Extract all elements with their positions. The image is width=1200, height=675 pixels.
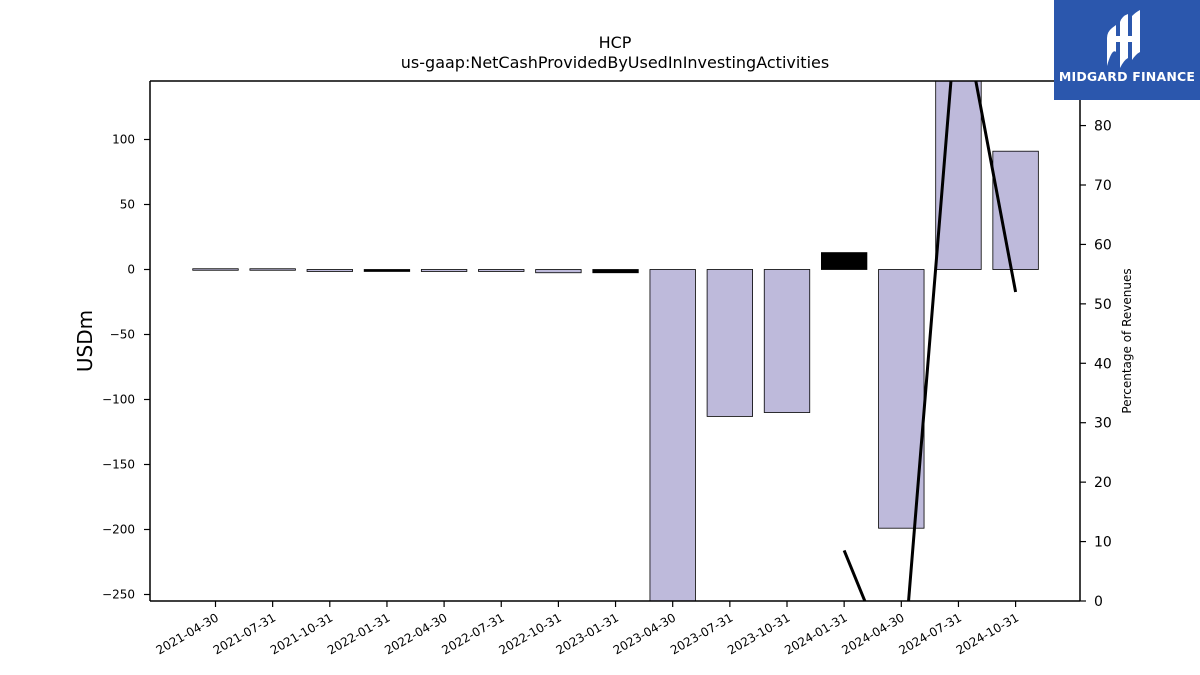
y-tick-label: −250 — [102, 588, 135, 602]
bar — [306, 269, 353, 272]
y-tick-label: −200 — [102, 523, 135, 537]
bar — [249, 268, 296, 271]
bar — [420, 269, 468, 272]
x-tick-label: 2024-04-30 — [839, 610, 906, 657]
y2-tick-label: 50 — [1094, 297, 1112, 313]
x-tick-label: 2023-10-31 — [725, 610, 792, 657]
bar — [192, 268, 239, 271]
brand-logo: MIDGARD FINANCE — [1054, 0, 1200, 100]
chart-title: HCP — [599, 33, 632, 52]
x-tick-label: 2022-04-30 — [382, 610, 449, 657]
x-tick-label: 2023-01-31 — [554, 610, 621, 657]
percentage-line — [842, 81, 1018, 601]
x-tick-label: 2023-04-30 — [611, 610, 678, 657]
y-tick-label: −50 — [110, 328, 135, 342]
bar — [878, 269, 925, 529]
y-axis-label: USDm — [73, 310, 97, 372]
y2-tick-label: 20 — [1094, 475, 1112, 491]
y2-tick-label: 30 — [1094, 416, 1112, 432]
line-layer — [842, 81, 1018, 601]
y-tick-label: 100 — [112, 133, 135, 147]
bar — [763, 269, 811, 413]
x-tick-label: 2024-01-31 — [782, 610, 849, 657]
y2-tick-label: 70 — [1094, 178, 1112, 194]
y-tick-label: 0 — [127, 263, 135, 277]
y-tick-label: −100 — [102, 393, 135, 407]
y2-tick-label: 80 — [1094, 119, 1112, 135]
x-tick-label: 2022-07-31 — [439, 610, 506, 657]
x-tick-label: 2021-07-31 — [211, 610, 278, 657]
bar — [478, 269, 525, 272]
x-tick-label: 2022-01-31 — [325, 610, 392, 657]
y2-tick-label: 0 — [1094, 594, 1103, 610]
y-tick-label: 50 — [120, 198, 135, 212]
bars-layer — [192, 81, 1039, 601]
y2-tick-label: 40 — [1094, 356, 1112, 372]
x-tick-label: 2021-04-30 — [154, 610, 221, 657]
y-tick-label: −150 — [102, 458, 135, 472]
logo-mark-icon — [1107, 10, 1140, 68]
x-tick-label: 2023-07-31 — [668, 610, 735, 657]
logo-text: MIDGARD FINANCE — [1058, 69, 1196, 84]
x-tick-label: 2021-10-31 — [268, 610, 335, 657]
y2-axis-label: Percentage of Revenues — [1120, 268, 1134, 413]
y2-tick-label: 60 — [1094, 237, 1112, 253]
bar — [821, 252, 868, 270]
bar — [535, 269, 582, 274]
bar — [363, 269, 411, 272]
chart-subtitle: us-gaap:NetCashProvidedByUsedInInvesting… — [401, 53, 829, 72]
x-tick-label: 2024-10-31 — [954, 610, 1021, 657]
bar — [649, 269, 696, 601]
x-tick-label: 2024-07-31 — [897, 610, 964, 657]
x-tick-label: 2022-10-31 — [496, 610, 563, 657]
bar — [592, 269, 639, 274]
bar — [706, 269, 753, 417]
y2-tick-label: 10 — [1094, 535, 1112, 551]
